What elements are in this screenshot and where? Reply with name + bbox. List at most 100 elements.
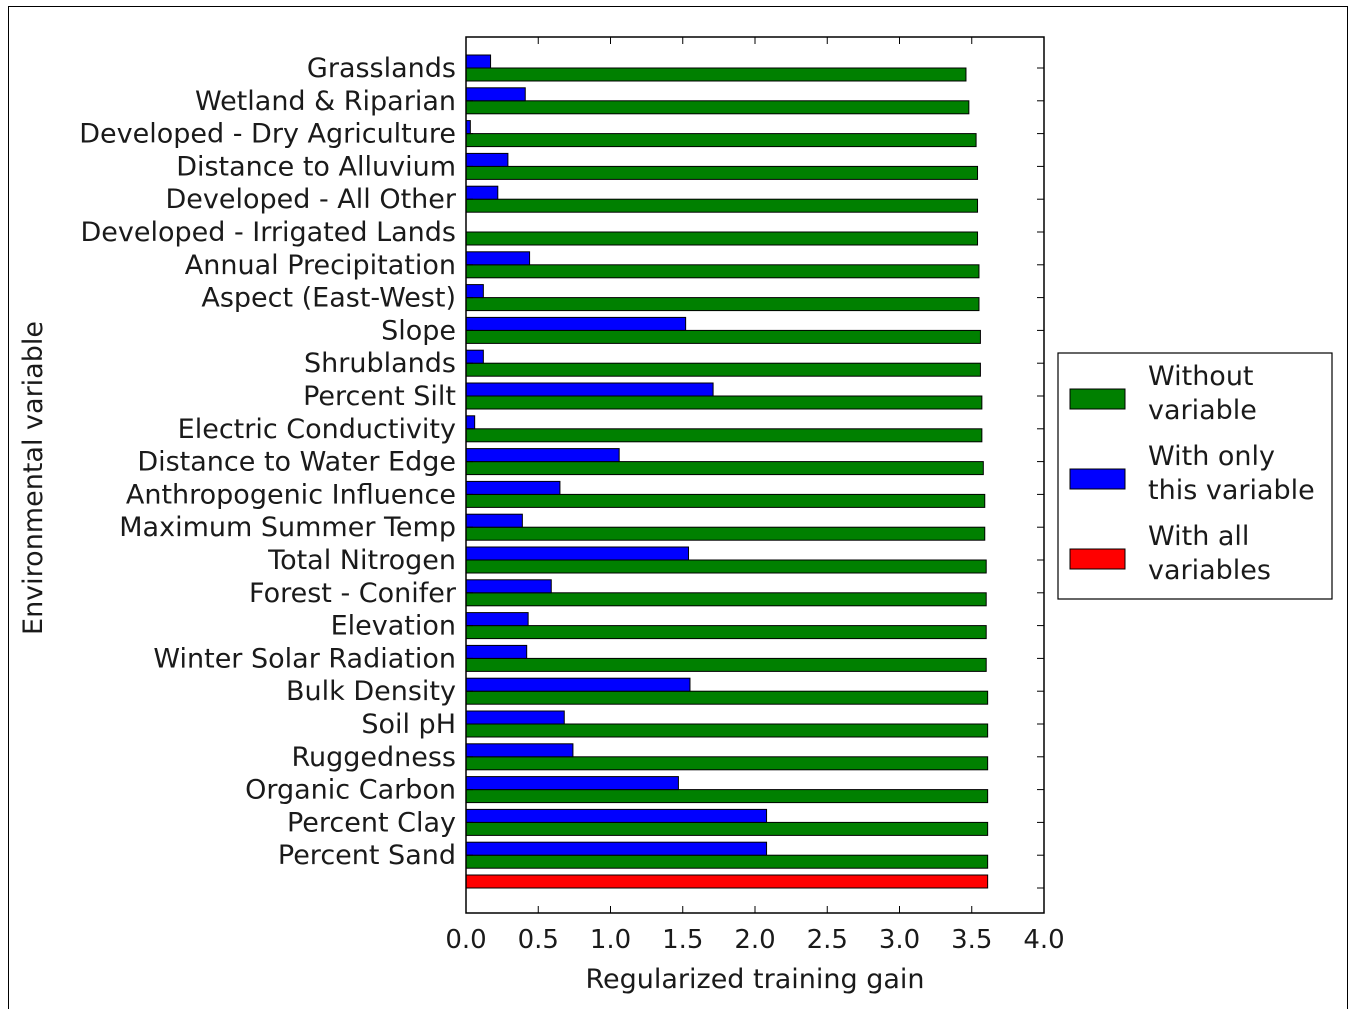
bar-without-winter-solar-radiation	[465, 657, 987, 672]
bar-without-anthropogenic-influence	[465, 493, 986, 508]
legend-label-only: this variable	[1148, 475, 1315, 506]
x-tick-label-4-0: 4.0	[1023, 925, 1064, 955]
bar-without-total-nitrogen	[465, 559, 987, 574]
y-tick-label-aspect-east-west: Aspect (East-West)	[201, 283, 456, 314]
y-tick-label-distance-to-alluvium: Distance to Alluvium	[176, 151, 456, 182]
bar-without-soil-ph	[465, 723, 989, 738]
bar-without-organic-carbon	[465, 789, 989, 804]
bar-without-elevation	[465, 625, 987, 640]
bar-only-anthropogenic-influence	[465, 480, 561, 495]
bar-without-percent-clay	[465, 821, 989, 836]
y-tick-label-electric-conductivity: Electric Conductivity	[178, 414, 456, 445]
x-tick-label-1-5: 1.5	[662, 925, 703, 955]
y-tick-label-maximum-summer-temp: Maximum Summer Temp	[119, 512, 456, 543]
bar-without-annual-precipitation	[465, 264, 980, 279]
bar-only-percent-sand	[465, 841, 768, 856]
x-tick-label-0-0: 0.0	[445, 925, 486, 955]
bar-without-electric-conductivity	[465, 428, 983, 443]
y-tick-label-ruggedness: Ruggedness	[291, 742, 456, 773]
bar-without-developed-all-other	[465, 198, 979, 213]
x-axis-ticks: 0.0 0.5 1.0 1.5 2.0 2.5 3.0 3.5 4.0	[445, 37, 1065, 955]
y-tick-label-bulk-density: Bulk Density	[286, 676, 456, 707]
y-tick-label-winter-solar-radiation: Winter Solar Radiation	[153, 643, 456, 674]
y-tick-label-developed-dry-agriculture: Developed - Dry Agriculture	[79, 119, 456, 150]
y-axis-label: Environmental variable	[18, 321, 49, 635]
bar-only-annual-precipitation	[465, 251, 531, 266]
y-tick-label-slope: Slope	[381, 315, 456, 346]
x-tick-label-1-0: 1.0	[590, 925, 631, 955]
x-tick-label-3-0: 3.0	[879, 925, 920, 955]
bar-without-percent-silt	[465, 395, 983, 410]
figure-frame	[8, 6, 1348, 1009]
y-tick-label-wetland-riparian: Wetland & Riparian	[195, 86, 456, 117]
bar-only-ruggedness	[465, 743, 574, 758]
bar-without-developed-irrigated-lands	[465, 231, 979, 246]
bar-only-slope	[465, 316, 687, 331]
y-tick-label-percent-silt: Percent Silt	[303, 381, 456, 412]
legend-label-without: Without	[1148, 361, 1254, 392]
bar-only-maximum-summer-temp	[465, 513, 523, 528]
bar-without-grasslands	[465, 67, 967, 82]
y-tick-label-percent-sand: Percent Sand	[278, 840, 456, 871]
y-tick-label-anthropogenic-influence: Anthropogenic Influence	[126, 479, 456, 510]
bar-without-distance-to-alluvium	[465, 165, 979, 180]
y-tick-label-developed-irrigated-lands: Developed - Irrigated Lands	[80, 217, 456, 248]
y-tick-label-total-nitrogen: Total Nitrogen	[267, 545, 456, 576]
y-tick-label-percent-clay: Percent Clay	[287, 807, 456, 838]
y-tick-label-distance-to-water-edge: Distance to Water Edge	[137, 447, 456, 478]
legend-label-without: variable	[1148, 395, 1257, 426]
y-tick-label-grasslands: Grasslands	[307, 53, 456, 84]
bar-only-shrublands	[465, 349, 484, 364]
bar-all-variables	[465, 874, 989, 889]
bar-only-distance-to-alluvium	[465, 152, 509, 167]
legend-swatch-without	[1069, 388, 1126, 410]
bar-only-forest-conifer	[465, 579, 552, 594]
bar-without-percent-sand	[465, 854, 989, 869]
bar-without-slope	[465, 329, 981, 344]
y-tick-label-elevation: Elevation	[331, 611, 456, 642]
y-tick-label-annual-precipitation: Annual Precipitation	[185, 250, 456, 281]
bar-without-wetland-riparian	[465, 100, 970, 115]
bar-only-winter-solar-radiation	[465, 644, 528, 659]
bar-only-bulk-density	[465, 677, 691, 692]
bar-only-percent-silt	[465, 382, 714, 397]
bar-only-elevation	[465, 612, 529, 627]
bar-only-total-nitrogen	[465, 546, 690, 561]
y-tick-label-shrublands: Shrublands	[304, 348, 456, 379]
bar-only-percent-clay	[465, 808, 768, 823]
bar-only-soil-ph	[465, 710, 565, 725]
bar-only-organic-carbon	[465, 776, 679, 791]
x-tick-label-3-5: 3.5	[951, 925, 992, 955]
bar-without-ruggedness	[465, 756, 989, 771]
bar-without-forest-conifer	[465, 592, 987, 607]
legend-swatch-all	[1069, 548, 1126, 570]
x-tick-label-0-5: 0.5	[518, 925, 559, 955]
bar-without-bulk-density	[465, 690, 989, 705]
bar-only-distance-to-water-edge	[465, 448, 620, 463]
legend-swatch-only	[1069, 468, 1126, 490]
x-tick-label-2-0: 2.0	[734, 925, 775, 955]
x-axis-label: Regularized training gain	[585, 964, 924, 995]
bar-without-aspect-east-west	[465, 297, 980, 312]
bar-without-distance-to-water-edge	[465, 461, 984, 476]
legend-label-all: variables	[1148, 555, 1271, 586]
y-tick-label-organic-carbon: Organic Carbon	[245, 775, 456, 806]
bar-without-maximum-summer-temp	[465, 526, 986, 541]
bar-without-shrublands	[465, 362, 981, 377]
y-tick-label-developed-all-other: Developed - All Other	[165, 184, 456, 215]
bar-only-grasslands	[465, 54, 492, 69]
bars-group	[465, 54, 989, 889]
bar-only-developed-all-other	[465, 185, 499, 200]
y-tick-label-forest-conifer: Forest - Conifer	[249, 578, 457, 609]
bar-without-developed-dry-agriculture	[465, 133, 977, 148]
x-tick-label-2-5: 2.5	[807, 925, 848, 955]
legend-label-all: With all	[1148, 521, 1249, 552]
y-tick-label-soil-ph: Soil pH	[361, 709, 456, 740]
legend-label-only: With only	[1148, 441, 1275, 472]
bar-only-wetland-riparian	[465, 87, 526, 102]
bar-only-aspect-east-west	[465, 284, 484, 299]
bar-only-electric-conductivity	[465, 415, 476, 430]
